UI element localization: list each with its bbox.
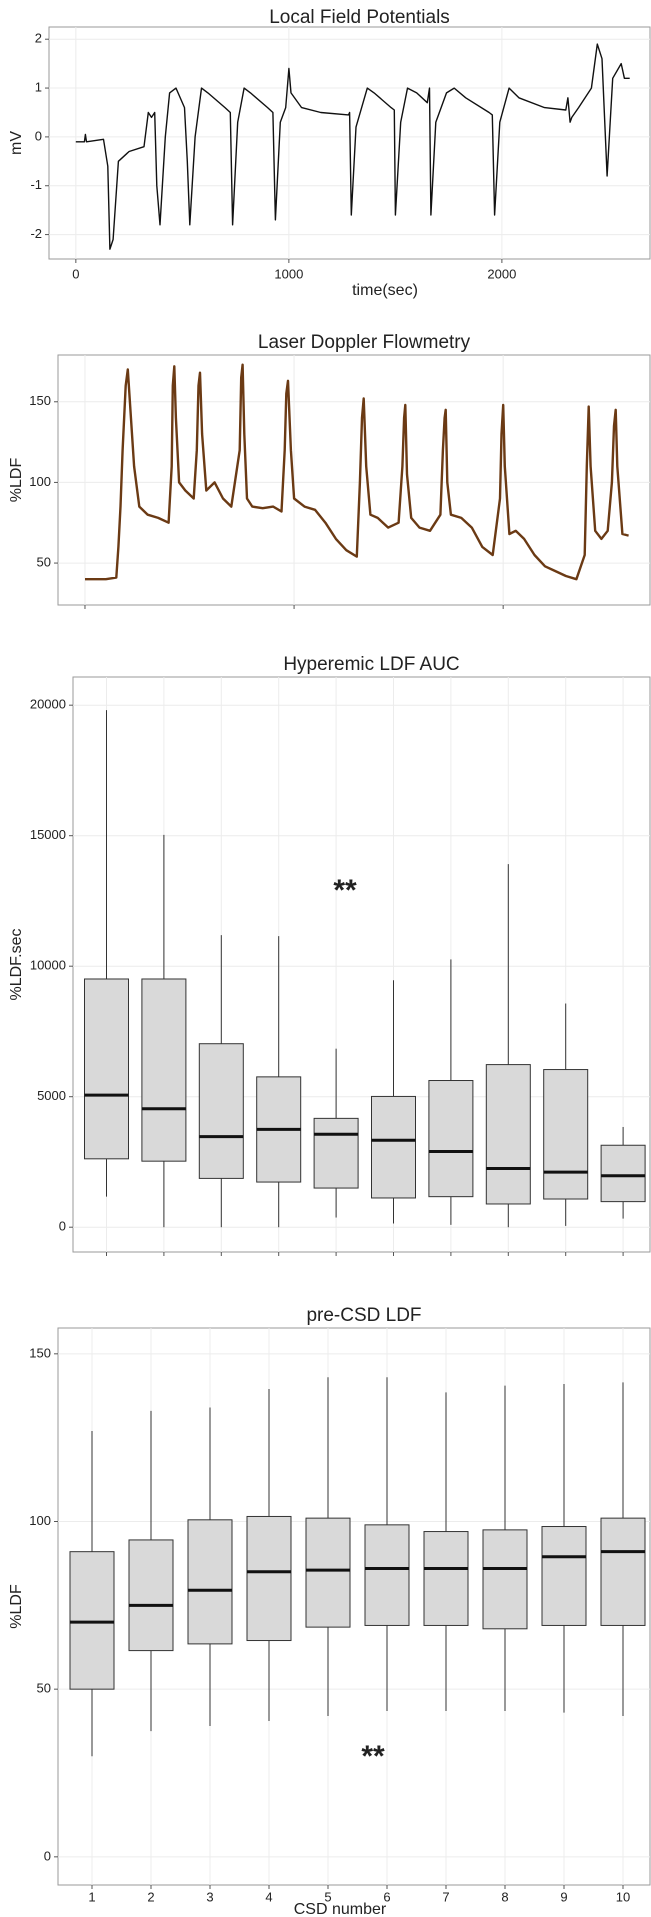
x-tick-label: 2000	[487, 266, 516, 281]
y-tick-label: 150	[29, 393, 51, 408]
line	[75, 43, 630, 250]
box	[485, 1064, 531, 1205]
box	[428, 1080, 474, 1198]
y-tick-label: 0	[35, 128, 42, 143]
x-tick-label: 8	[501, 1889, 508, 1904]
box	[198, 1043, 244, 1179]
y-axis-label: %LDF	[8, 458, 25, 503]
box	[84, 978, 129, 1160]
y-tick-label: -1	[30, 177, 42, 192]
y-axis-label: %LDF	[8, 1584, 25, 1629]
box	[543, 1069, 589, 1200]
box	[141, 978, 187, 1162]
x-tick-label: 9	[560, 1889, 567, 1904]
x-tick-label: 6	[383, 1889, 390, 1904]
y-tick-label: 100	[29, 1513, 51, 1528]
box	[187, 1519, 233, 1645]
y-tick-label: 150	[29, 1345, 51, 1360]
y-axis-label: mV	[8, 131, 25, 155]
box	[600, 1144, 646, 1203]
y-tick-label: 0	[59, 1219, 66, 1234]
y-tick-label: 100	[29, 474, 51, 489]
x-tick-label: 10	[616, 1889, 630, 1904]
box	[600, 1517, 646, 1626]
y-axis-label: %LDF.sec	[8, 928, 25, 1000]
box	[371, 1095, 416, 1199]
y-tick-label: 50	[37, 555, 51, 570]
y-tick-label: 20000	[30, 697, 66, 712]
chart-title: Laser Doppler Flowmetry	[258, 332, 471, 353]
y-tick-label: 5000	[37, 1088, 66, 1103]
x-tick-label: 2	[147, 1889, 154, 1904]
box	[69, 1551, 115, 1690]
box	[364, 1524, 410, 1626]
box	[246, 1515, 292, 1642]
y-tick-label: 15000	[30, 827, 66, 842]
box	[128, 1539, 174, 1652]
chart-title: pre-CSD LDF	[306, 1305, 421, 1326]
x-tick-label: 4	[265, 1889, 272, 1904]
y-tick-label: 0	[44, 1848, 51, 1863]
x-tick-label: 1	[88, 1889, 95, 1904]
annotation: **	[361, 1740, 385, 1773]
box	[423, 1531, 469, 1626]
y-tick-label: 50	[37, 1681, 51, 1696]
x-tick-label: 0	[72, 266, 79, 281]
x-tick-label: 5	[324, 1889, 331, 1904]
box	[541, 1526, 587, 1626]
chart-title: Hyperemic LDF AUC	[283, 654, 459, 675]
y-tick-label: 1	[35, 79, 42, 94]
annotation: **	[333, 874, 357, 907]
x-axis-label: time(sec)	[352, 282, 418, 299]
y-tick-label: 10000	[30, 958, 66, 973]
x-tick-label: 1000	[274, 266, 303, 281]
x-axis-label: CSD number	[294, 1901, 387, 1917]
box	[313, 1117, 359, 1189]
y-tick-label: -2	[30, 226, 42, 241]
box	[482, 1529, 528, 1630]
chart-title: Local Field Potentials	[269, 7, 450, 28]
line	[85, 363, 629, 581]
panel	[57, 354, 651, 606]
y-tick-label: 2	[35, 31, 42, 46]
box	[305, 1517, 351, 1628]
x-tick-label: 7	[442, 1889, 449, 1904]
x-tick-label: 3	[206, 1889, 213, 1904]
